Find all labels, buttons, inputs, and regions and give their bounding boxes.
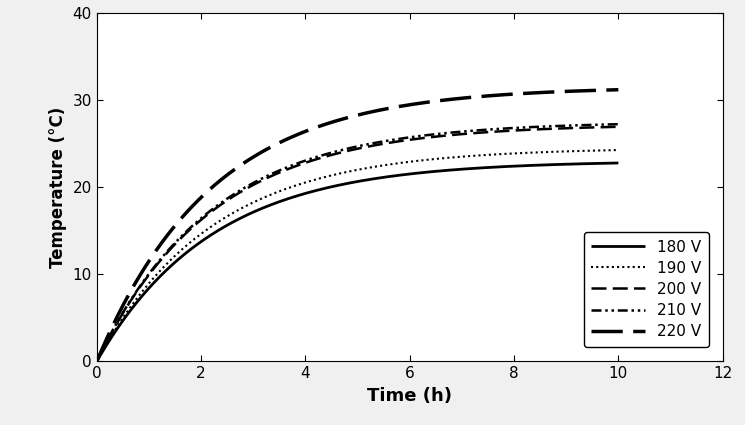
190 V <box>183 242 191 247</box>
Y-axis label: Temperature (°C): Temperature (°C) <box>49 106 67 268</box>
200 V <box>92 359 101 364</box>
Line: 180 V: 180 V <box>97 163 618 361</box>
180 V <box>315 187 324 192</box>
Legend: 180 V, 190 V, 200 V, 210 V, 220 V: 180 V, 190 V, 200 V, 210 V, 220 V <box>583 232 708 347</box>
210 V <box>92 359 101 364</box>
210 V <box>603 122 612 127</box>
190 V <box>292 183 301 188</box>
190 V <box>548 149 557 154</box>
180 V <box>614 161 623 166</box>
Line: 220 V: 220 V <box>97 90 618 361</box>
200 V <box>548 126 557 131</box>
200 V <box>614 124 623 129</box>
Line: 200 V: 200 V <box>97 127 618 361</box>
200 V <box>152 263 161 268</box>
220 V <box>152 248 161 253</box>
180 V <box>92 359 101 364</box>
200 V <box>603 125 612 130</box>
220 V <box>292 132 301 137</box>
180 V <box>152 278 161 283</box>
210 V <box>614 122 623 127</box>
190 V <box>92 359 101 364</box>
220 V <box>183 209 191 214</box>
220 V <box>548 89 557 94</box>
210 V <box>292 161 301 166</box>
190 V <box>315 176 324 181</box>
220 V <box>315 124 324 129</box>
220 V <box>614 87 623 92</box>
210 V <box>152 262 161 267</box>
200 V <box>183 230 191 235</box>
X-axis label: Time (h): Time (h) <box>367 387 452 405</box>
210 V <box>315 153 324 159</box>
180 V <box>183 249 191 255</box>
190 V <box>603 148 612 153</box>
210 V <box>548 124 557 129</box>
180 V <box>292 193 301 198</box>
Line: 190 V: 190 V <box>97 150 618 361</box>
180 V <box>548 162 557 167</box>
210 V <box>183 228 191 233</box>
190 V <box>614 147 623 153</box>
220 V <box>603 88 612 93</box>
200 V <box>292 163 301 168</box>
180 V <box>603 161 612 166</box>
200 V <box>315 156 324 161</box>
190 V <box>152 272 161 278</box>
Line: 210 V: 210 V <box>97 124 618 361</box>
220 V <box>92 359 101 364</box>
